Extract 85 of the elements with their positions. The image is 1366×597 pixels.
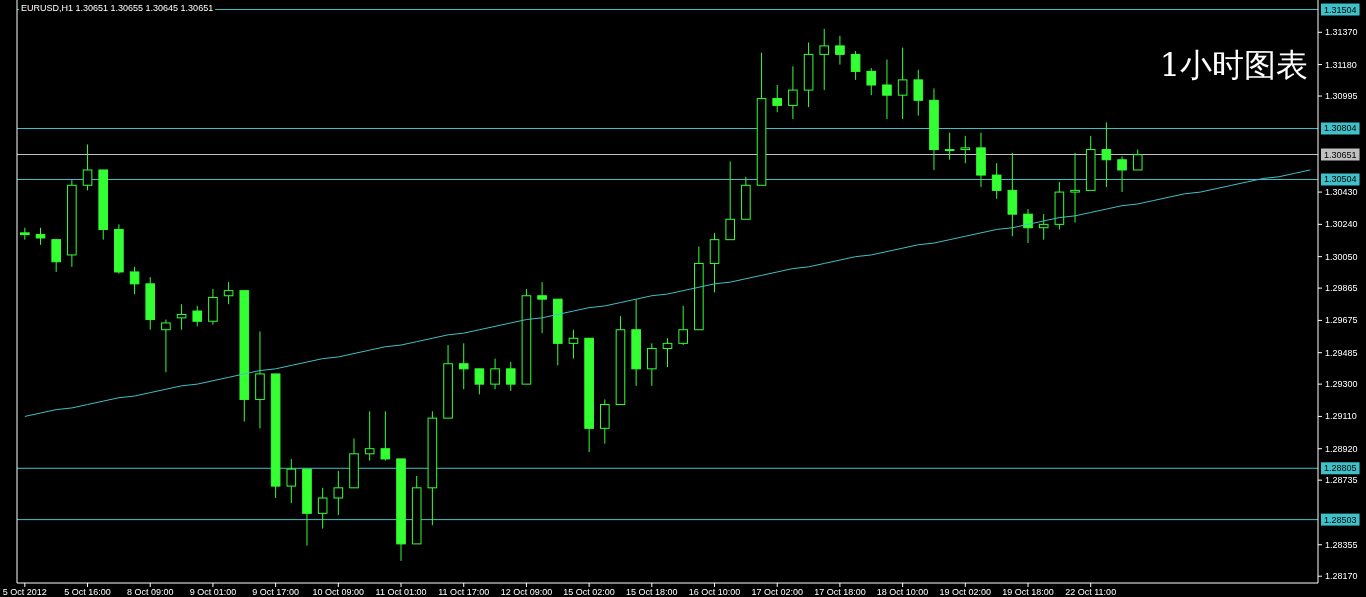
candlestick xyxy=(364,410,375,462)
candlestick xyxy=(176,303,187,331)
y-tick-label: 1.28355 xyxy=(1325,539,1358,550)
x-tick-label: 5 Oct 2012 xyxy=(2,587,47,597)
candlestick xyxy=(1038,213,1049,241)
candlestick xyxy=(678,305,688,346)
candlestick xyxy=(1070,152,1080,224)
candlestick xyxy=(772,84,783,113)
ref-line-label: 1.28503 xyxy=(1324,514,1357,525)
candlestick xyxy=(882,58,892,120)
y-tick-label: 1.31180 xyxy=(1325,59,1357,70)
candlestick xyxy=(913,69,924,117)
x-tick-label: 11 Oct 01:00 xyxy=(375,587,427,597)
y-tick-label: 1.29485 xyxy=(1325,347,1358,358)
x-tick-label: 9 Oct 01:00 xyxy=(189,587,237,597)
x-tick-label: 19 Oct 02:00 xyxy=(939,587,992,597)
candlestick xyxy=(192,305,203,327)
y-tick-label: 1.29110 xyxy=(1325,411,1357,422)
x-tick-label: 5 Oct 16:00 xyxy=(64,587,111,597)
y-tick-label: 1.30430 xyxy=(1325,187,1358,198)
y-tick-label: 1.28170 xyxy=(1325,571,1358,582)
ref-line-label: 1.30804 xyxy=(1324,123,1357,134)
annotation: 1小时图表 xyxy=(1159,46,1308,84)
x-tick-label: 17 Oct 18:00 xyxy=(814,587,866,597)
candlestick xyxy=(709,232,720,293)
candlestick xyxy=(51,239,61,273)
x-tick-label: 10 Oct 09:00 xyxy=(312,587,365,597)
candlestick xyxy=(82,143,93,191)
candlestick xyxy=(161,319,171,373)
candlestick xyxy=(960,135,971,164)
candlestick xyxy=(129,266,140,295)
candlestick xyxy=(223,281,234,305)
x-tick-label: 9 Oct 17:00 xyxy=(252,587,299,597)
candlestick xyxy=(490,358,500,390)
candlestick xyxy=(725,160,736,241)
candlestick xyxy=(662,337,673,368)
x-tick-label: 18 Oct 10:00 xyxy=(876,587,929,597)
candlestick xyxy=(333,470,344,516)
candlestick xyxy=(819,28,830,91)
candlestick xyxy=(788,65,798,120)
x-tick-label: 15 Oct 18:00 xyxy=(626,587,678,597)
x-tick-label: 16 Oct 10:00 xyxy=(688,587,741,597)
candlestick xyxy=(897,47,908,120)
candlestick xyxy=(317,487,328,530)
x-tick-label: 8 Oct 09:00 xyxy=(126,587,174,597)
candlestick xyxy=(1117,155,1127,193)
ref-line-label: 1.28805 xyxy=(1324,463,1357,474)
x-tick-label: 19 Oct 18:00 xyxy=(1002,587,1054,597)
candlestick xyxy=(380,410,391,462)
y-tick-label: 1.30050 xyxy=(1325,251,1358,262)
candlestick xyxy=(1007,152,1018,237)
candlestick xyxy=(208,288,218,326)
candlestick xyxy=(458,342,469,390)
chart-title: EURUSD,H1 1.30651 1.30655 1.30645 1.30651 xyxy=(21,3,214,13)
candlestick xyxy=(599,398,610,445)
y-tick-label: 1.29300 xyxy=(1325,379,1358,390)
x-tick-label: 17 Oct 02:00 xyxy=(751,587,803,597)
candlestick xyxy=(505,361,516,392)
candlestick xyxy=(568,329,579,360)
candlestick xyxy=(286,458,297,504)
candlestick xyxy=(1101,121,1112,188)
candlestick xyxy=(647,342,657,387)
candlestick xyxy=(866,67,877,96)
candlestick xyxy=(850,50,861,81)
ref-line-label: 1.31504 xyxy=(1324,4,1357,15)
x-tick-label: 15 Oct 02:00 xyxy=(563,587,615,597)
candlestick xyxy=(1132,149,1143,171)
y-tick-label: 1.29675 xyxy=(1325,315,1358,326)
y-tick-label: 1.28735 xyxy=(1325,475,1358,486)
y-tick-label: 1.31370 xyxy=(1325,27,1358,38)
y-tick-label: 1.29865 xyxy=(1325,283,1358,294)
ref-line-label: 1.30504 xyxy=(1324,174,1357,185)
y-tick-label: 1.30240 xyxy=(1325,219,1358,230)
x-tick-label: 12 Oct 09:00 xyxy=(500,587,553,597)
candlestick xyxy=(1023,208,1033,244)
y-tick-label: 1.30995 xyxy=(1325,91,1358,102)
candlestick xyxy=(944,132,955,161)
y-tick-label: 1.28920 xyxy=(1325,443,1358,454)
candlestick xyxy=(991,162,1002,200)
candlestick xyxy=(537,281,547,334)
x-tick-label: 11 Oct 17:00 xyxy=(438,587,490,597)
ref-line-label: 1.30651 xyxy=(1324,149,1357,160)
candlestick xyxy=(474,368,485,395)
candlestick xyxy=(835,35,845,66)
x-tick-label: 22 Oct 11:00 xyxy=(1065,587,1117,597)
